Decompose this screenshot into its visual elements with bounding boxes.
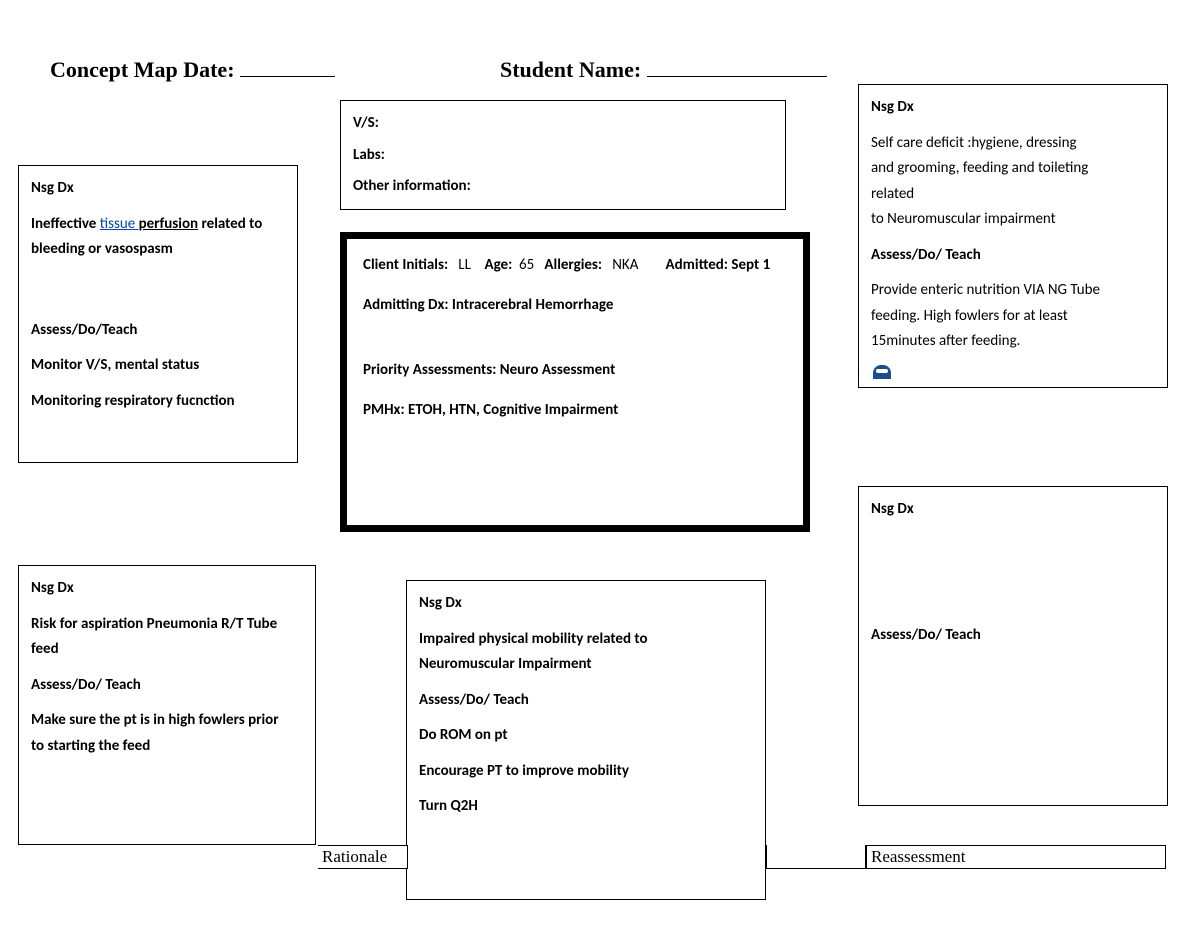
nsg-dx-box-1: Nsg Dx Ineffective tissue perfusion rela… <box>18 165 298 463</box>
nsg-dx-box-4: Nsg Dx Impaired physical mobility relate… <box>406 580 766 900</box>
nsg2-adt: Assess/Do/ Teach <box>871 243 1155 269</box>
vs-label: V/S: <box>353 111 773 137</box>
nsg3-l1: Risk for aspiration Pneumonia R/T Tube <box>31 612 303 638</box>
nsg2-l3: related <box>871 182 1155 208</box>
vitals-info-box: V/S: Labs: Other information: <box>340 100 786 210</box>
nsg2-l2: and grooming, feeding and toileting <box>871 156 1155 182</box>
labs-label: Labs: <box>353 143 773 169</box>
nsg4-l2: Neuromuscular Impairment <box>419 652 753 678</box>
nsg4-adt: Assess/Do/ Teach <box>419 688 753 714</box>
nsg1-l3: Monitor V/S, mental status <box>31 353 285 379</box>
nsg2-l1: Self care deficit :hygiene, dressing <box>871 131 1155 157</box>
nsg-dx-box-2: Nsg Dx Self care deficit :hygiene, dress… <box>858 84 1168 388</box>
nsg3-p2: to starting the feed <box>31 734 303 760</box>
concept-map-date-label: Concept Map Date: <box>50 55 335 83</box>
nsg4-p1: Do ROM on pt <box>419 723 753 749</box>
nsg4-p2: Encourage PT to improve mobility <box>419 759 753 785</box>
nsg2-p2: feeding. High fowlers for at least <box>871 304 1155 330</box>
client-admitting: Admitting Dx: Intracerebral Hemorrhage <box>363 293 787 319</box>
nsg1-l4: Monitoring respiratory fucnction <box>31 389 285 415</box>
other-info-label: Other information: <box>353 174 773 200</box>
nsg1-diagnosis-2: bleeding or vasospasm <box>31 237 285 263</box>
nsg3-l2: feed <box>31 637 303 663</box>
nsg2-title: Nsg Dx <box>871 95 1155 121</box>
client-pmhx: PMHx: ETOH, HTN, Cognitive Impairment <box>363 398 787 424</box>
rationale-box: Rationale <box>318 845 408 869</box>
nsg-dx-box-3: Nsg Dx Risk for aspiration Pneumonia R/T… <box>18 565 316 845</box>
student-name-label: Student Name: <box>500 55 827 83</box>
nsg1-adt: Assess/Do/Teach <box>31 318 285 344</box>
nsg4-l1: Impaired physical mobility related to <box>419 627 753 653</box>
nsg5-title: Nsg Dx <box>871 497 1155 523</box>
small-blob-icon <box>873 365 891 379</box>
client-row1: Client Initials: LL Age: 65 Allergies: N… <box>363 253 787 279</box>
nsg4-p3: Turn Q2H <box>419 794 753 820</box>
nsg1-title: Nsg Dx <box>31 176 285 202</box>
nsg1-diagnosis: Ineffective tissue perfusion related to <box>31 212 285 238</box>
nsg2-l4: to Neuromuscular impairment <box>871 207 1155 233</box>
reassessment-box: Reassessment <box>866 845 1166 869</box>
footer-gap-box <box>766 845 866 869</box>
date-blank-line[interactable] <box>240 55 335 77</box>
client-info-box: Client Initials: LL Age: 65 Allergies: N… <box>340 232 810 532</box>
nsg-dx-box-5: Nsg Dx Assess/Do/ Teach <box>858 486 1168 806</box>
nsg3-title: Nsg Dx <box>31 576 303 602</box>
nsg3-adt: Assess/Do/ Teach <box>31 673 303 699</box>
nsg3-p1: Make sure the pt is in high fowlers prio… <box>31 708 303 734</box>
name-blank-line[interactable] <box>647 55 827 77</box>
nsg5-adt: Assess/Do/ Teach <box>871 623 1155 649</box>
client-priority: Priority Assessments: Neuro Assessment <box>363 358 787 384</box>
nsg2-p1: Provide enteric nutrition VIA NG Tube <box>871 278 1155 304</box>
nsg2-p3: 15minutes after feeding. <box>871 329 1155 355</box>
nsg4-title: Nsg Dx <box>419 591 753 617</box>
